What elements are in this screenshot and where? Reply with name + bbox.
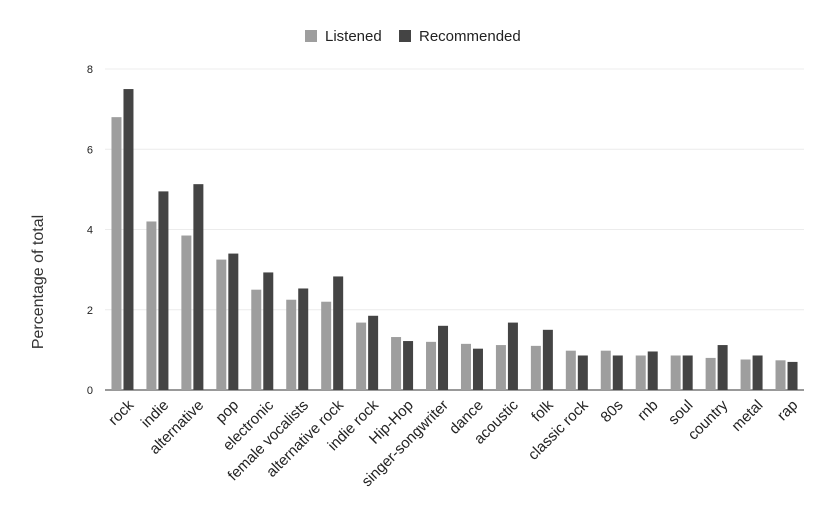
bar-listened-classic-rock — [565, 350, 576, 390]
bar-listened-female-vocalists — [286, 299, 297, 390]
bar-recommended-electronic — [263, 272, 274, 390]
bar-recommended-rnb — [647, 351, 658, 390]
x-tick-label: country — [685, 396, 732, 443]
bar-recommended-indie-rock — [368, 315, 379, 390]
bar-listened-hip-hop — [391, 337, 402, 390]
y-tick-label: 0 — [87, 385, 93, 397]
bar-recommended-alternative-rock — [333, 276, 344, 390]
bars — [111, 89, 798, 391]
legend-label: Listened — [325, 28, 382, 45]
bar-recommended-country — [717, 345, 728, 390]
bar-listened-pop — [216, 259, 227, 390]
legend-swatch — [399, 30, 411, 42]
bar-recommended-indie — [158, 191, 169, 390]
bar-recommended-rock — [123, 89, 134, 390]
y-tick-label: 4 — [87, 225, 93, 237]
y-axis-title: Percentage of total — [30, 215, 47, 349]
bar-recommended-pop — [228, 253, 239, 390]
bar-listened-indie — [146, 221, 157, 390]
bar-listened-dance — [460, 343, 471, 390]
x-tick-label: metal — [728, 397, 766, 435]
bar-listened-country — [705, 357, 716, 390]
bar-recommended-metal — [752, 355, 763, 390]
bar-recommended-singer-songwriter — [438, 325, 449, 390]
bar-listened-alternative-rock — [321, 301, 332, 390]
bar-listened-80s — [600, 350, 611, 390]
legend-label: Recommended — [419, 28, 521, 45]
x-tick-label: rock — [105, 396, 137, 428]
bar-listened-acoustic — [495, 345, 506, 390]
bar-listened-rap — [775, 360, 786, 390]
bar-listened-folk — [530, 345, 541, 390]
y-tick-label: 2 — [87, 305, 93, 317]
bar-listened-electronic — [251, 289, 262, 390]
legend: Listened Recommended — [305, 28, 521, 45]
x-tick-label: rnb — [634, 397, 661, 424]
x-tick-label: folk — [528, 396, 557, 425]
bar-recommended-80s — [612, 355, 623, 390]
bar-listened-alternative — [181, 235, 192, 390]
x-tick-label: 80s — [597, 397, 626, 426]
y-tick-label: 8 — [87, 64, 93, 76]
bar-listened-rnb — [635, 355, 646, 390]
y-axis-ticks: 0 2 4 6 8 — [87, 64, 93, 397]
bar-listened-rock — [111, 117, 122, 391]
bar-recommended-classic-rock — [577, 355, 588, 390]
bar-recommended-hip-hop — [403, 341, 414, 390]
bar-listened-metal — [740, 359, 751, 390]
bar-recommended-dance — [472, 348, 483, 390]
legend-swatch — [305, 30, 317, 42]
y-tick-label: 6 — [87, 144, 93, 156]
bar-recommended-rap — [787, 361, 798, 390]
x-tick-label: rap — [774, 397, 801, 424]
bar-listened-singer-songwriter — [426, 341, 437, 390]
gridlines — [105, 68, 804, 391]
bar-listened-indie-rock — [356, 322, 367, 390]
bar-recommended-female-vocalists — [298, 288, 309, 390]
bar-recommended-alternative — [193, 184, 204, 390]
x-tick-label: pop — [212, 397, 242, 427]
bar-recommended-acoustic — [507, 322, 518, 390]
bar-listened-soul — [670, 355, 681, 390]
bar-recommended-folk — [542, 329, 553, 390]
bar-recommended-soul — [682, 355, 693, 390]
